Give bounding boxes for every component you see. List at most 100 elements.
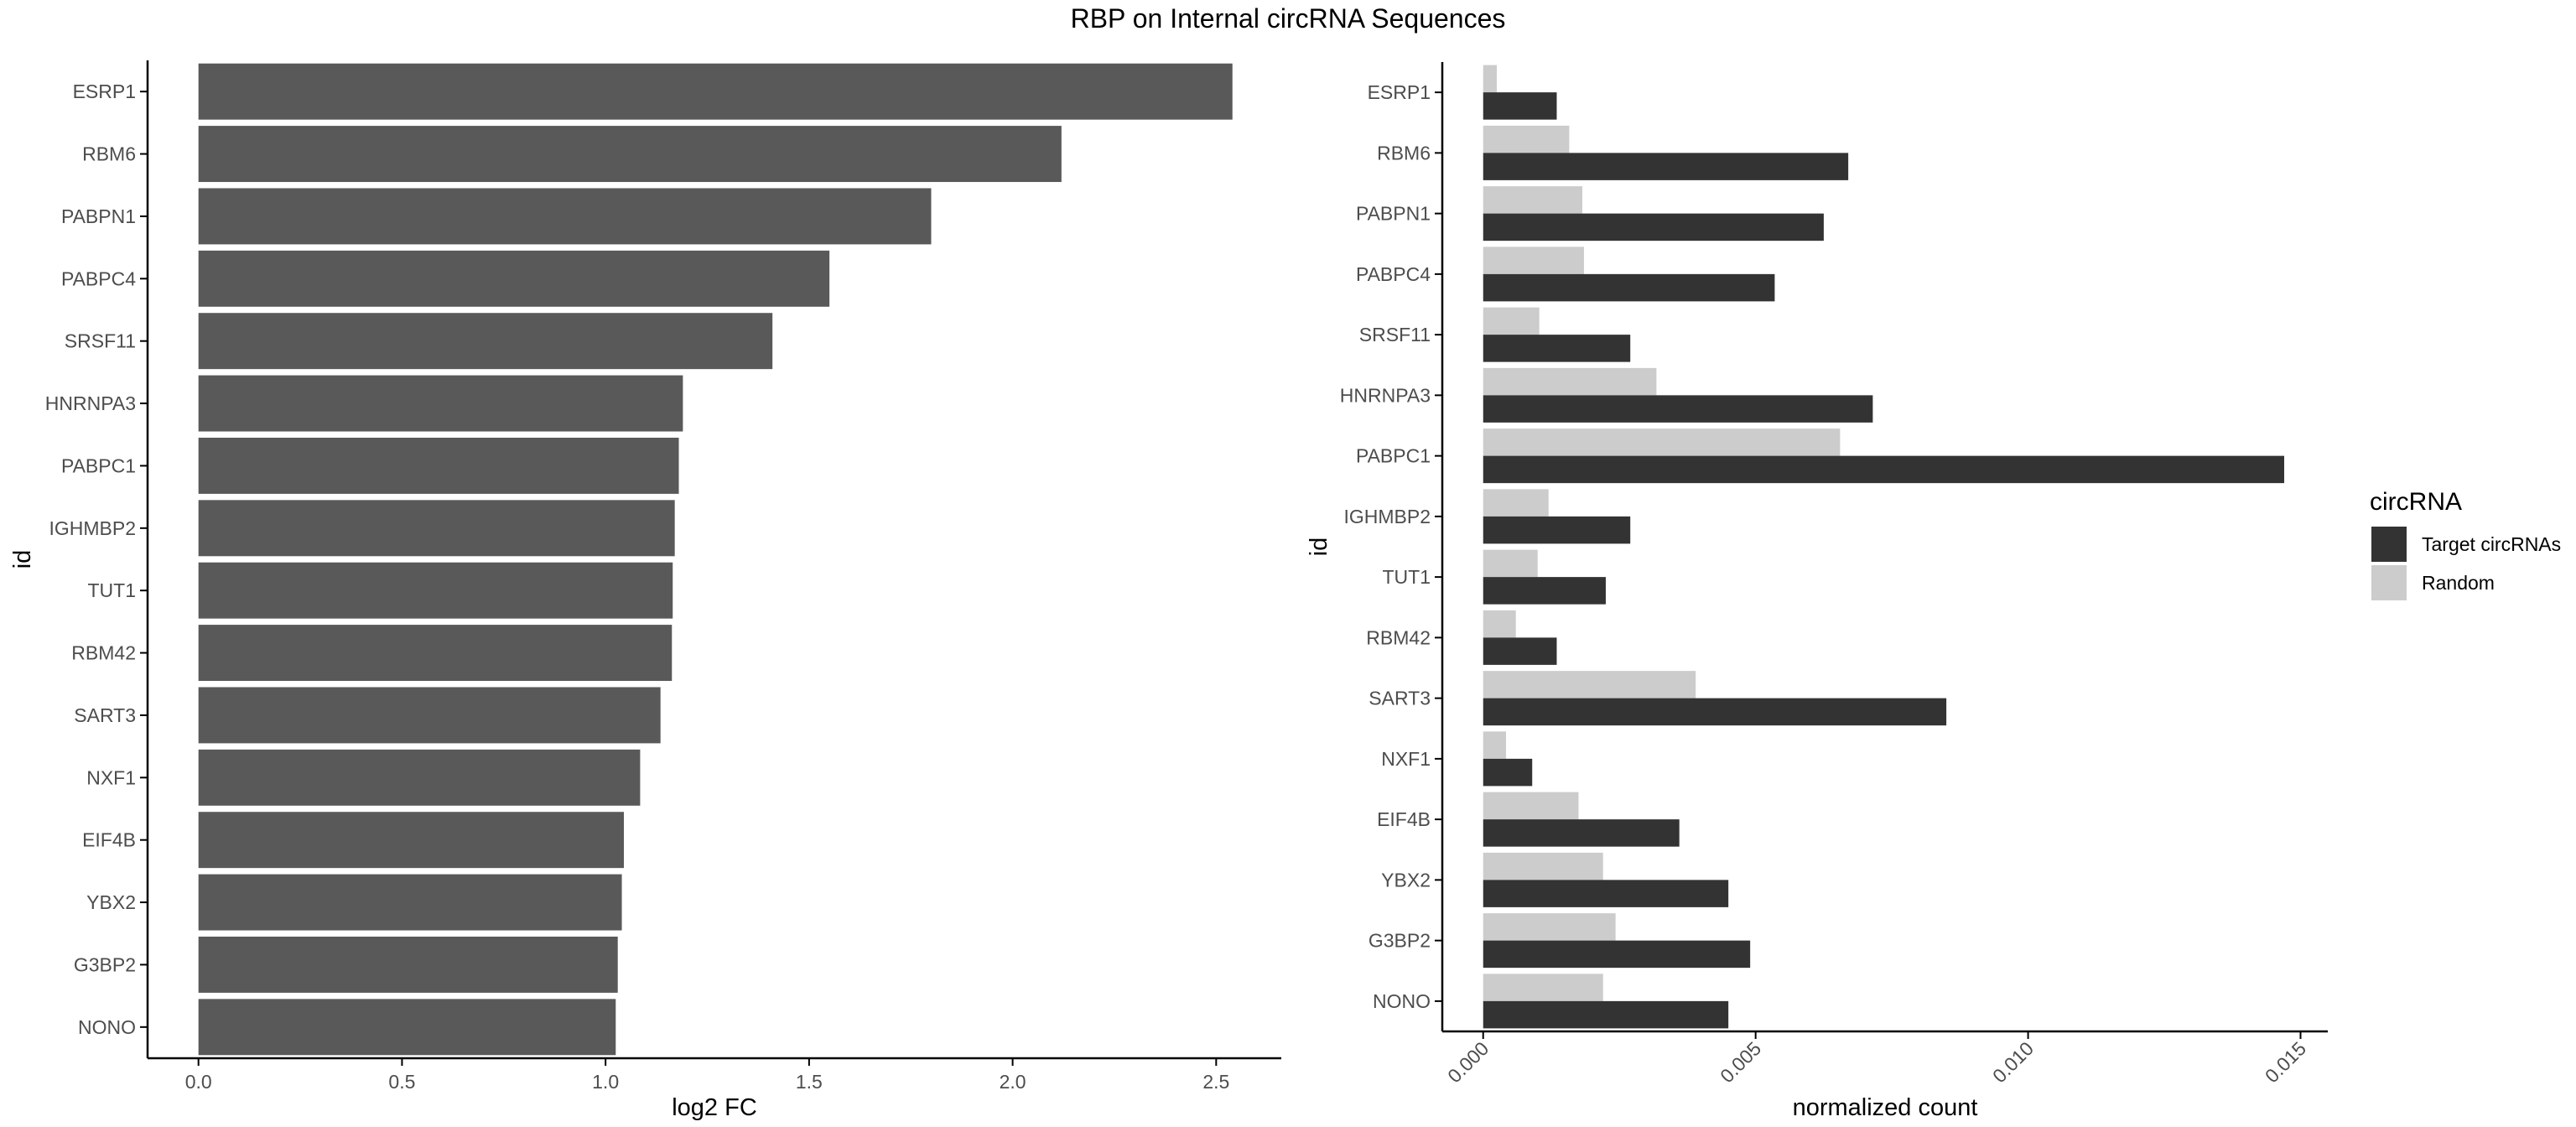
x-tick-label: 1.5 xyxy=(796,1071,823,1093)
y-tick-label: G3BP2 xyxy=(74,953,136,975)
y-tick-label: PABPC1 xyxy=(1356,445,1431,467)
bar-target-g3bp2 xyxy=(1483,940,1751,969)
bar-eif4b xyxy=(198,812,624,869)
y-tick-label: NXF1 xyxy=(1381,748,1431,770)
y-axis-title: id xyxy=(1306,538,1332,557)
bar-g3bp2 xyxy=(198,936,618,993)
bar-target-pabpc4 xyxy=(1483,273,1775,302)
bar-target-eif4b xyxy=(1483,819,1680,847)
x-tick-label: 0.0 xyxy=(185,1071,212,1093)
y-tick-label: YBX2 xyxy=(1381,869,1431,891)
x-tick-label: 0.005 xyxy=(1716,1037,1765,1087)
y-tick-label: ESRP1 xyxy=(1368,81,1431,103)
bar-target-tut1 xyxy=(1483,577,1606,605)
bar-random-pabpc4 xyxy=(1483,247,1584,274)
y-tick-label: SRSF11 xyxy=(1359,324,1431,345)
bar-target-rbm6 xyxy=(1483,153,1849,180)
bar-random-eif4b xyxy=(1483,792,1579,820)
bar-nxf1 xyxy=(198,749,641,806)
bar-random-esrp1 xyxy=(1483,65,1497,93)
bar-pabpc4 xyxy=(198,250,830,307)
y-tick-label: RBM6 xyxy=(82,143,136,165)
bar-target-hnrnpa3 xyxy=(1483,395,1873,423)
bar-target-ighmbp2 xyxy=(1483,516,1631,544)
y-tick-label: ESRP1 xyxy=(73,80,136,102)
bar-random-sart3 xyxy=(1483,671,1696,699)
bar-target-nxf1 xyxy=(1483,758,1533,787)
bar-random-tut1 xyxy=(1483,549,1538,578)
y-tick-label: NONO xyxy=(78,1016,136,1038)
bar-pabpn1 xyxy=(198,188,932,245)
x-tick-label: 2.0 xyxy=(1000,1071,1026,1093)
y-tick-label: NONO xyxy=(1373,990,1431,1012)
y-tick-label: EIF4B xyxy=(1377,808,1431,830)
bar-random-nono xyxy=(1483,974,1603,1001)
y-tick-label: YBX2 xyxy=(86,891,136,913)
y-tick-label: IGHMBP2 xyxy=(49,517,136,539)
bar-sart3 xyxy=(198,687,661,744)
x-axis-title: log2 FC xyxy=(672,1094,757,1121)
bar-random-g3bp2 xyxy=(1483,913,1616,941)
legend-title: circRNA xyxy=(2370,488,2462,516)
legend-label: Target circRNAs xyxy=(2422,533,2561,555)
bar-esrp1 xyxy=(198,63,1233,120)
bar-random-srsf11 xyxy=(1483,307,1540,335)
legend-label: Random xyxy=(2422,572,2495,594)
bar-random-nxf1 xyxy=(1483,731,1507,759)
chart-title: RBP on Internal circRNA Sequences xyxy=(1071,3,1506,34)
y-tick-label: TUT1 xyxy=(1383,566,1431,588)
y-tick-label: PABPC4 xyxy=(1356,263,1431,285)
x-tick-label: 0.010 xyxy=(1988,1037,2038,1087)
bar-random-ighmbp2 xyxy=(1483,489,1549,517)
bar-random-ybx2 xyxy=(1483,852,1603,880)
y-tick-label: RBM42 xyxy=(71,642,136,664)
y-tick-label: HNRNPA3 xyxy=(1340,384,1431,406)
bar-hnrnpa3 xyxy=(198,375,683,432)
bar-target-ybx2 xyxy=(1483,880,1729,907)
x-tick-label: 0.5 xyxy=(388,1071,415,1093)
bar-target-srsf11 xyxy=(1483,335,1631,362)
y-tick-label: EIF4B xyxy=(82,829,136,851)
x-tick-label: 1.0 xyxy=(592,1071,619,1093)
bar-target-sart3 xyxy=(1483,698,1947,726)
y-tick-label: PABPN1 xyxy=(61,205,136,227)
y-tick-label: TUT1 xyxy=(88,579,137,601)
y-tick-label: G3BP2 xyxy=(1368,930,1431,952)
y-tick-label: PABPC4 xyxy=(61,267,136,289)
bar-nono xyxy=(198,999,616,1056)
x-tick-label: 0.000 xyxy=(1443,1037,1493,1087)
bar-rbm6 xyxy=(198,126,1062,183)
y-tick-label: PABPC1 xyxy=(61,454,136,476)
bar-target-rbm42 xyxy=(1483,637,1557,665)
left-panel-log2fc: ESRP1 RBM6 PABPN1 PABPC4 SRSF11 HNRNPA3 PABPC1… xyxy=(9,60,1281,1121)
bar-random-rbm42 xyxy=(1483,610,1516,638)
bar-random-pabpc1 xyxy=(1483,428,1841,456)
legend-swatch xyxy=(2371,527,2407,562)
x-axis-title: normalized count xyxy=(1793,1094,1978,1121)
bar-target-pabpc1 xyxy=(1483,455,2285,484)
bar-random-rbm6 xyxy=(1483,125,1570,153)
y-tick-label: SART3 xyxy=(1368,688,1431,709)
bar-rbm42 xyxy=(198,625,673,682)
legend-swatch xyxy=(2371,565,2407,600)
bar-ighmbp2 xyxy=(198,500,675,557)
y-tick-label: HNRNPA3 xyxy=(45,392,136,414)
bar-ybx2 xyxy=(198,874,622,931)
bar-tut1 xyxy=(198,562,673,619)
bar-target-nono xyxy=(1483,1000,1729,1029)
bar-random-pabpn1 xyxy=(1483,186,1583,214)
bar-pabpc1 xyxy=(198,437,679,494)
y-tick-label: PABPN1 xyxy=(1356,203,1431,225)
bar-random-hnrnpa3 xyxy=(1483,367,1657,396)
y-axis-title: id xyxy=(9,550,36,569)
y-tick-label: RBM42 xyxy=(1366,626,1431,648)
bar-srsf11 xyxy=(198,313,773,370)
legend: circRNA Target circRNAs Random xyxy=(2370,488,2561,600)
x-tick-label: 2.5 xyxy=(1202,1071,1229,1093)
bar-target-esrp1 xyxy=(1483,92,1557,120)
y-tick-label: RBM6 xyxy=(1377,142,1431,164)
right-panel-normalized-count: ESRP1 RBM6 PABPN1 PABPC4 SRSF11 HNRNPA3 PABPC1… xyxy=(1306,62,2328,1121)
x-tick-label: 0.015 xyxy=(2261,1037,2310,1087)
y-tick-label: IGHMBP2 xyxy=(1343,506,1431,527)
